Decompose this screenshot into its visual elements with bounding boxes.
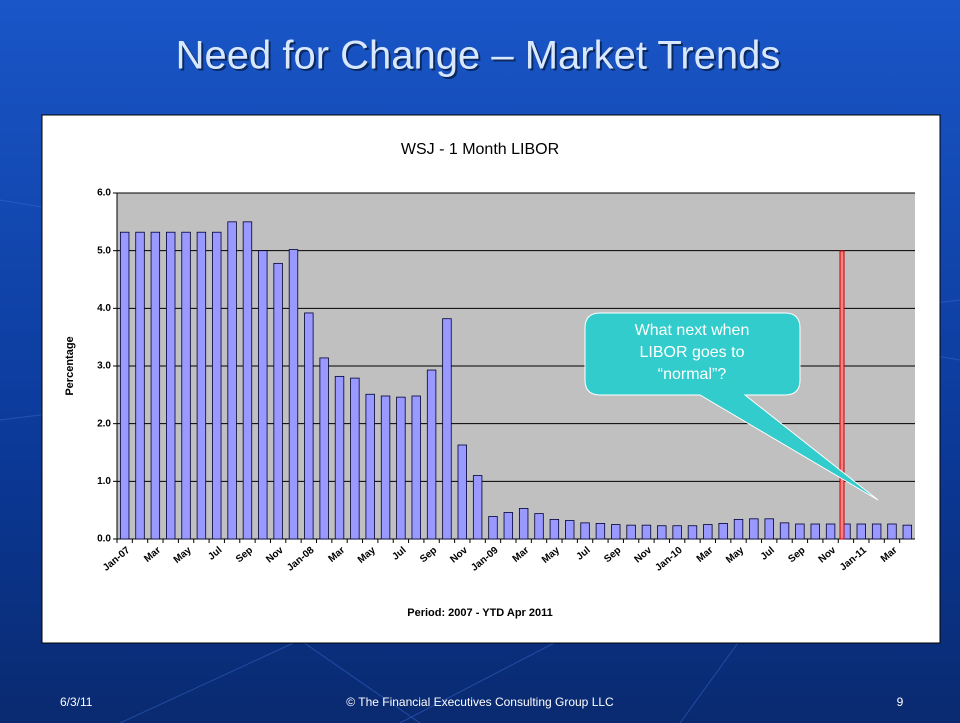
bar (657, 525, 667, 540)
footer-date: 6/3/11 (60, 695, 93, 709)
bar (795, 523, 805, 540)
bar (887, 523, 897, 540)
page-number: 9 (897, 695, 904, 709)
bar (549, 518, 560, 540)
bar (426, 369, 437, 540)
bar (442, 318, 452, 540)
bar (227, 221, 237, 540)
bar (733, 518, 744, 540)
y-tick-label: 2.0 (97, 418, 111, 429)
bar (334, 375, 345, 540)
bar (150, 231, 161, 540)
bar (304, 312, 314, 540)
bar (503, 512, 514, 540)
bar (856, 523, 866, 540)
bar (472, 475, 483, 540)
title-shadow: Need for Change – Market Trends (178, 36, 783, 80)
bar (718, 523, 728, 540)
bar (212, 231, 222, 540)
bar (319, 357, 329, 540)
bar (181, 231, 191, 540)
slide-title: Need for Change – Market Trends (176, 34, 781, 78)
bar (902, 524, 913, 540)
bar (810, 523, 820, 540)
y-tick-label: 0.0 (97, 534, 111, 545)
y-tick-label: 6.0 (97, 188, 111, 199)
x-axis-title: Period: 2007 - YTD Apr 2011 (407, 607, 553, 619)
marker-line (839, 250, 845, 540)
bar (380, 395, 391, 540)
bar (411, 395, 421, 540)
bar (350, 377, 360, 540)
bar (457, 444, 467, 540)
bar (641, 524, 652, 540)
bar (871, 523, 882, 540)
bar (779, 522, 790, 540)
callout-text: LIBOR goes to (640, 344, 745, 361)
callout-text: What next when (635, 322, 750, 339)
bar (119, 231, 130, 540)
bar (518, 508, 529, 540)
bar (288, 249, 299, 540)
bar (626, 524, 636, 540)
y-tick-label: 3.0 (97, 361, 111, 372)
footer-text: © The Financial Executives Consulting Gr… (346, 695, 614, 709)
bar (580, 522, 590, 540)
bar (565, 520, 575, 540)
y-tick-label: 5.0 (97, 245, 111, 256)
bar (365, 393, 375, 540)
chart-title: WSJ - 1 Month LIBOR (401, 141, 559, 158)
bar (242, 221, 253, 540)
bar (703, 524, 713, 540)
callout (584, 312, 879, 501)
bar (135, 231, 145, 540)
y-tick-label: 4.0 (97, 303, 111, 314)
callout-text: “normal”? (658, 366, 727, 383)
bar (764, 518, 774, 540)
bar (687, 525, 698, 540)
bar (488, 516, 498, 540)
bar (825, 523, 836, 540)
bar (534, 513, 544, 540)
bar (396, 396, 406, 540)
bar (196, 231, 207, 540)
y-axis-title: Percentage (64, 336, 76, 395)
bar (611, 524, 621, 540)
bar (749, 518, 759, 540)
bar (166, 231, 176, 540)
bar (595, 523, 606, 540)
bar (258, 250, 268, 540)
bar (672, 525, 682, 540)
bar (273, 262, 283, 540)
y-tick-label: 1.0 (97, 476, 111, 487)
